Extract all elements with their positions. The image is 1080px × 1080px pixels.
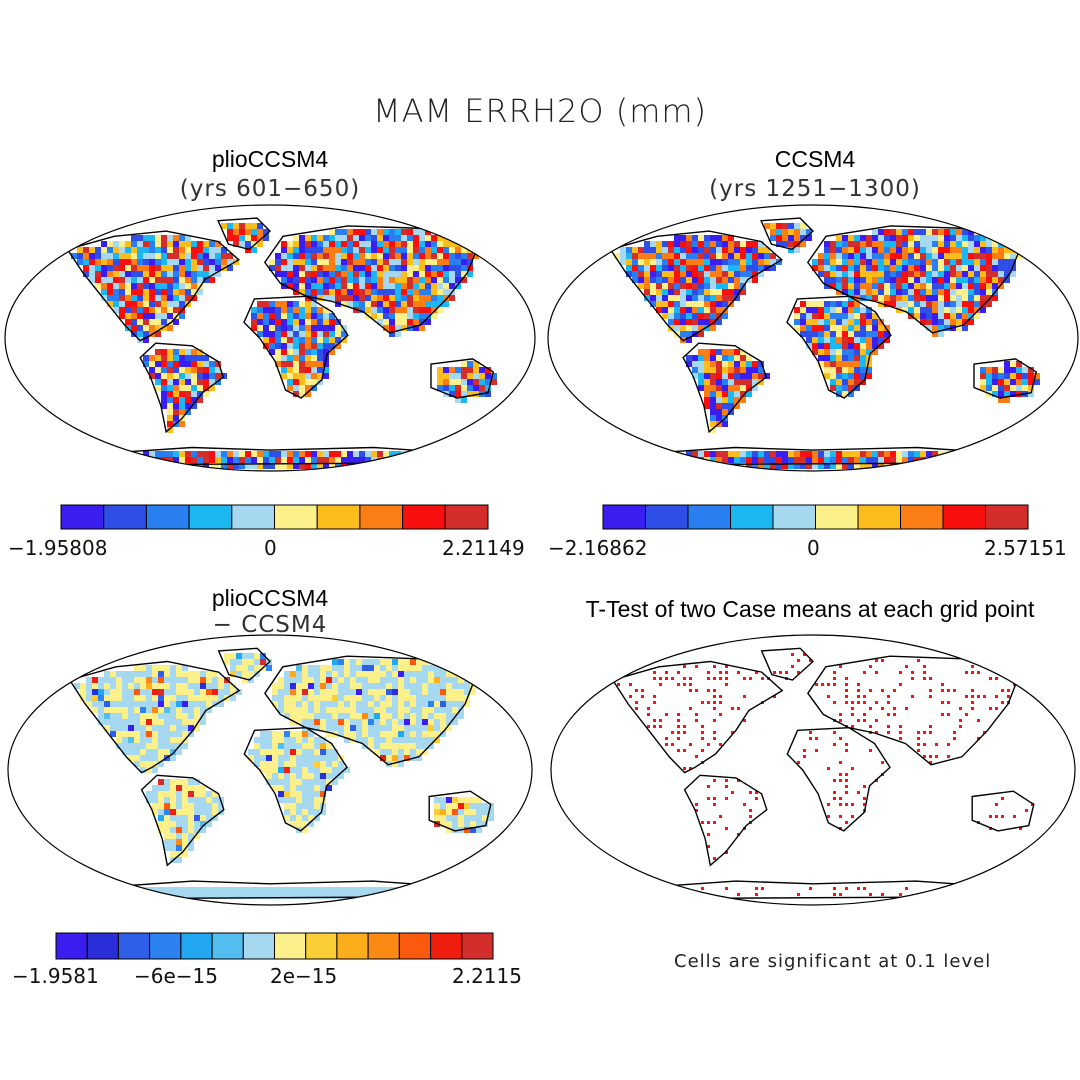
colorbar-swatch bbox=[274, 932, 307, 960]
colorbar-swatch bbox=[815, 504, 859, 530]
colorbar-swatch bbox=[602, 504, 646, 530]
colorbar-2-zero-label: 0 bbox=[807, 536, 820, 560]
colorbar-swatch bbox=[359, 504, 404, 530]
continent-outline bbox=[140, 774, 225, 867]
colorbar-swatch bbox=[242, 932, 276, 960]
continent-outline bbox=[682, 342, 768, 434]
continent-outline bbox=[611, 660, 784, 774]
colorbar-swatch bbox=[316, 504, 361, 530]
map-frame bbox=[7, 634, 533, 906]
continent-outline bbox=[609, 230, 783, 342]
colorbar-swatch bbox=[398, 932, 432, 960]
colorbar-swatch bbox=[985, 504, 1029, 530]
colorbar-swatch bbox=[444, 504, 489, 530]
continent-outline bbox=[971, 790, 1035, 832]
colorbar-1-zero-label: 0 bbox=[264, 536, 277, 560]
continent-outline bbox=[786, 295, 892, 399]
continent-outline bbox=[683, 774, 768, 867]
colorbar-swatch bbox=[103, 504, 147, 530]
panel-1-title: plioCCSM4 bbox=[211, 146, 329, 172]
continent-outline bbox=[786, 726, 891, 832]
colorbar-swatch bbox=[180, 932, 213, 960]
colorbar-swatch bbox=[942, 504, 986, 530]
colorbar-2-max-label: 2.57151 bbox=[984, 536, 1067, 560]
colorbar-swatch bbox=[117, 932, 151, 960]
continent-outline bbox=[139, 342, 225, 434]
map-frame bbox=[547, 204, 1079, 472]
map-frame bbox=[4, 204, 536, 472]
continent-outline bbox=[264, 655, 477, 766]
colorbar-3-min-label: −1.9581 bbox=[12, 964, 99, 988]
colorbar-swatch bbox=[145, 504, 190, 530]
colorbar-1-max-label: 2.21149 bbox=[442, 536, 525, 560]
colorbar-swatch bbox=[86, 932, 119, 960]
colorbar-2-min-label: −2.16862 bbox=[548, 536, 648, 560]
map-frame bbox=[550, 634, 1076, 906]
colorbar-3-neg-label: −6e−15 bbox=[134, 964, 218, 988]
colorbar-1-min-label: −1.95808 bbox=[8, 536, 108, 560]
continent-outline bbox=[243, 295, 349, 399]
continent-outline bbox=[973, 358, 1038, 399]
colorbar-swatch bbox=[55, 932, 88, 960]
panel-2-subtitle: (yrs 1251−1300) bbox=[709, 176, 921, 202]
colorbar-swatch bbox=[149, 932, 182, 960]
panel-3-title: plioCCSM4 bbox=[211, 585, 329, 611]
continent-outline bbox=[430, 358, 495, 399]
significance-note: Cells are significant at 0.1 level bbox=[674, 951, 992, 972]
continent-outline bbox=[66, 230, 240, 342]
panel-3-subtitle: − CCSM4 bbox=[212, 612, 328, 638]
continent-outline bbox=[68, 660, 241, 774]
continent-outline bbox=[760, 217, 815, 251]
panel-1-subtitle: (yrs 601−650) bbox=[179, 176, 361, 202]
colorbar-swatch bbox=[772, 504, 816, 530]
panel-4-title: T-Test of two Case means at each grid po… bbox=[585, 596, 1035, 622]
continent-outline bbox=[807, 655, 1020, 766]
colorbar-3-max-label: 2.2115 bbox=[452, 964, 522, 988]
continent-outline bbox=[263, 225, 479, 334]
panel-2-title: CCSM4 bbox=[774, 146, 856, 172]
continent-outline bbox=[760, 647, 815, 681]
colorbar-swatch bbox=[730, 504, 774, 530]
colorbar-3-pos-label: 2e−15 bbox=[270, 964, 338, 988]
colorbar-swatch bbox=[900, 504, 944, 530]
continent-outline bbox=[806, 225, 1022, 334]
figure-title: MAM ERRH2O (mm) bbox=[372, 92, 708, 130]
colorbar-swatch bbox=[211, 932, 244, 960]
colorbar-swatch bbox=[645, 504, 689, 530]
colorbar-swatch bbox=[60, 504, 105, 530]
colorbar-swatch bbox=[231, 504, 276, 530]
colorbar-swatch bbox=[687, 504, 731, 530]
colorbar-swatch bbox=[367, 932, 400, 960]
colorbar-swatch bbox=[305, 932, 338, 960]
colorbar-swatch bbox=[336, 932, 369, 960]
continent-outline bbox=[243, 726, 348, 832]
continent-outline bbox=[217, 217, 272, 251]
colorbar-swatch bbox=[461, 932, 494, 960]
colorbar-swatch bbox=[430, 932, 463, 960]
continent-outline bbox=[428, 790, 492, 832]
continent-outline bbox=[217, 647, 272, 681]
